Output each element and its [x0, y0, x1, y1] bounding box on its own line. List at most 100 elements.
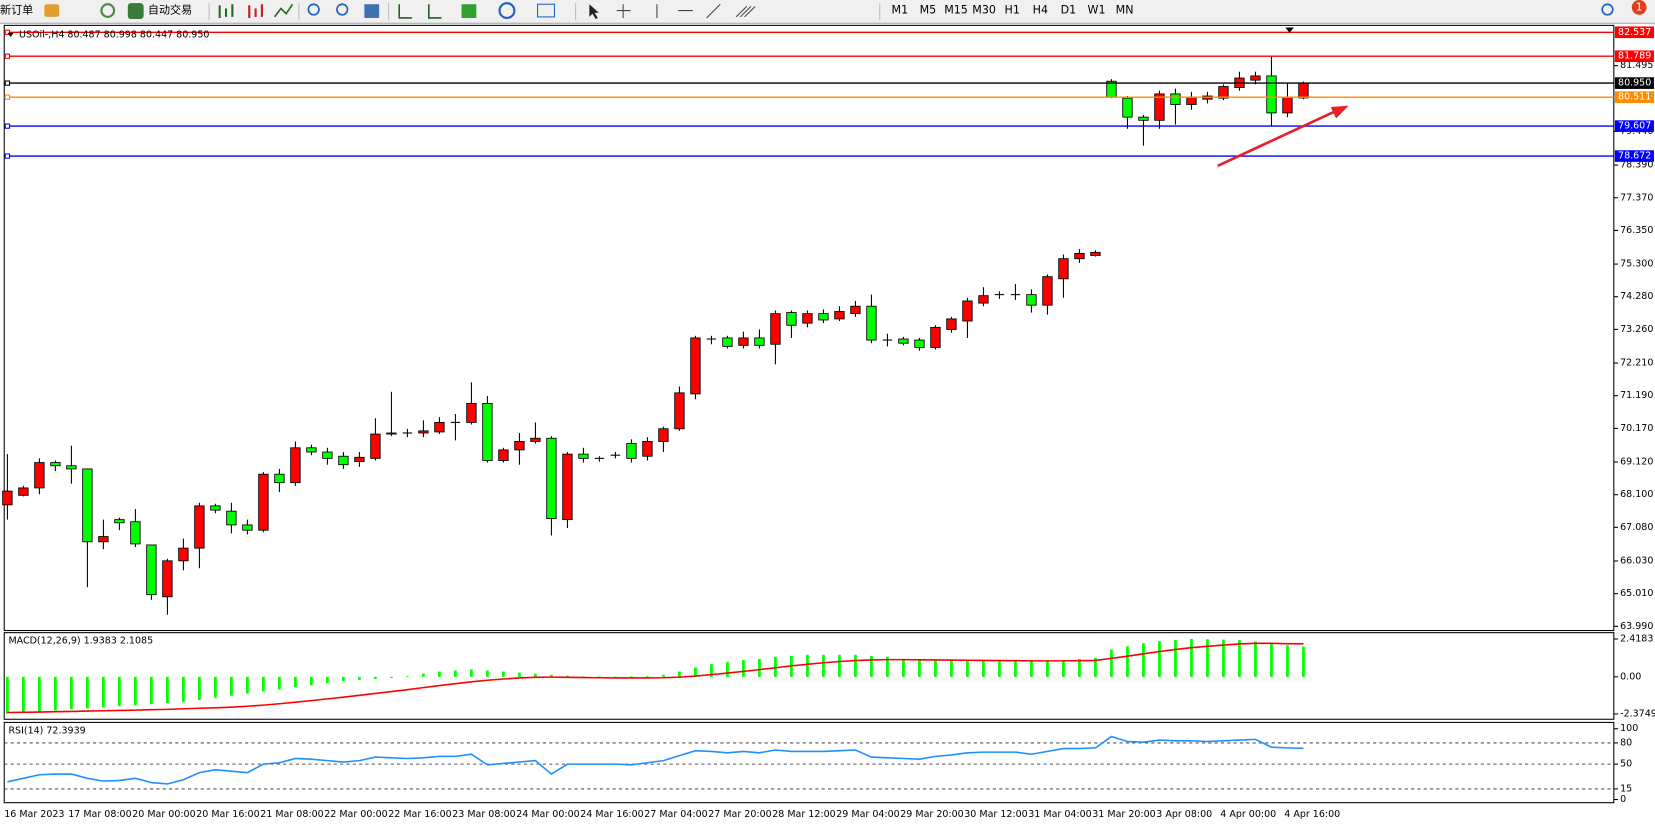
y-tick-label: -2.3749 — [1620, 708, 1655, 719]
bar-chart-icon[interactable] — [218, 4, 234, 18]
macd-signal-line — [7, 642, 1304, 714]
badge-count: 1 — [1636, 1, 1643, 13]
zoom-out-icon[interactable] — [336, 3, 349, 16]
candle-body — [1170, 93, 1181, 105]
candle-body — [514, 441, 525, 451]
icon[interactable] — [100, 3, 116, 18]
y-tick-label: 81.495 — [1620, 60, 1653, 71]
price-line-handle — [4, 153, 11, 159]
macd-bar — [566, 675, 569, 677]
cursor-icon[interactable] — [589, 4, 599, 20]
candle-body — [1266, 75, 1277, 114]
macd-bar — [614, 676, 617, 678]
candle-body — [370, 433, 381, 459]
timeframe-button[interactable]: M15 — [944, 4, 968, 17]
line-tools[interactable] — [656, 3, 721, 19]
y-tick-label: 70.170 — [1620, 423, 1653, 434]
macd-bar — [886, 656, 889, 677]
candle-body — [674, 392, 685, 430]
macd-bar — [390, 676, 393, 678]
candle-body — [850, 305, 861, 315]
price-tag-label: 80.950 — [1618, 78, 1651, 89]
candle-body — [530, 437, 541, 442]
channel-icon[interactable] — [735, 5, 756, 18]
x-tick-label: 29 Mar 20:00 — [900, 809, 963, 820]
candle-body — [178, 547, 189, 562]
candle-body — [1218, 86, 1229, 99]
macd-bar — [406, 676, 409, 677]
price-line-handle — [4, 29, 11, 35]
candle-body — [914, 339, 925, 348]
macd-bar — [518, 672, 521, 677]
y-tick-label: 65.010 — [1620, 588, 1653, 599]
y-tick-label: 73.260 — [1620, 324, 1653, 335]
candle-body — [354, 456, 365, 462]
x-tick-label: 20 Mar 00:00 — [132, 809, 195, 820]
macd-bar — [902, 658, 905, 677]
price-line-handle — [4, 80, 11, 86]
macd-bar — [1078, 658, 1081, 677]
macd-bar — [854, 654, 857, 677]
candle-body — [338, 455, 349, 466]
y-tick-label: 63.990 — [1620, 621, 1653, 632]
candle-body — [1090, 251, 1101, 256]
scroll-icon[interactable] — [398, 4, 412, 19]
y-tick-label: 66.030 — [1620, 555, 1653, 566]
x-tick-label: 20 Mar 16:00 — [196, 809, 259, 820]
candle-body — [498, 449, 509, 461]
x-tick-label: 3 Apr 08:00 — [1156, 809, 1212, 820]
shift-icon[interactable] — [428, 4, 442, 19]
timeframe-button[interactable]: D1 — [1061, 4, 1077, 17]
line-icon[interactable] — [273, 3, 294, 18]
macd-bar — [230, 676, 233, 696]
timeframe-button[interactable]: MN — [1116, 4, 1134, 17]
candle-body — [290, 447, 301, 484]
crosshair-icon[interactable] — [616, 4, 631, 18]
price-tag — [1614, 120, 1654, 132]
candle-body — [1026, 294, 1037, 306]
x-tick-label: 23 Mar 08:00 — [452, 809, 515, 820]
macd-bar — [374, 676, 377, 679]
tile-icon[interactable] — [364, 4, 380, 18]
timeframe-button[interactable]: W1 — [1087, 4, 1105, 17]
new-order-button[interactable]: 新订单 — [0, 3, 33, 17]
macd-bar — [774, 656, 777, 677]
icon[interactable] — [44, 4, 60, 17]
auto-trade-icon[interactable] — [127, 3, 144, 20]
macd-bar — [918, 660, 921, 677]
timeframe-button[interactable]: M30 — [972, 4, 996, 17]
candle-body — [1138, 116, 1149, 121]
search-icon[interactable] — [1601, 3, 1614, 16]
macd-bar — [342, 676, 345, 682]
auto-trade-button[interactable]: 自动交易 — [148, 3, 192, 17]
y-tick-label: 77.370 — [1620, 192, 1653, 203]
shift-marker — [1285, 27, 1294, 33]
macd-bar — [326, 676, 329, 684]
y-tick-label: 69.120 — [1620, 457, 1653, 468]
candle-body — [866, 305, 877, 341]
timeframe-button[interactable]: H4 — [1033, 4, 1048, 17]
template-icon[interactable] — [537, 3, 556, 18]
timeframe-button[interactable]: M5 — [920, 4, 937, 17]
panel-frame — [3, 721, 1615, 804]
candle-body — [1282, 96, 1293, 114]
arrow-shaft — [1217, 109, 1337, 168]
candle-body — [242, 524, 253, 531]
candle-icon[interactable] — [248, 4, 263, 18]
timeframe-button[interactable]: H1 — [1005, 4, 1020, 17]
notification-badge[interactable] — [1631, 0, 1647, 15]
macd-bar — [838, 654, 841, 677]
candle-body — [146, 544, 157, 596]
macd-bar — [6, 676, 9, 714]
zoom-in-icon[interactable] — [307, 3, 320, 16]
candle-body — [2, 490, 13, 506]
timeframe-button[interactable]: M1 — [892, 4, 909, 17]
macd-bar — [54, 676, 57, 711]
x-tick-label: 24 Mar 00:00 — [516, 809, 579, 820]
candle-body — [82, 468, 93, 543]
indicator-icon[interactable] — [461, 4, 477, 18]
period-icon[interactable] — [498, 2, 516, 20]
